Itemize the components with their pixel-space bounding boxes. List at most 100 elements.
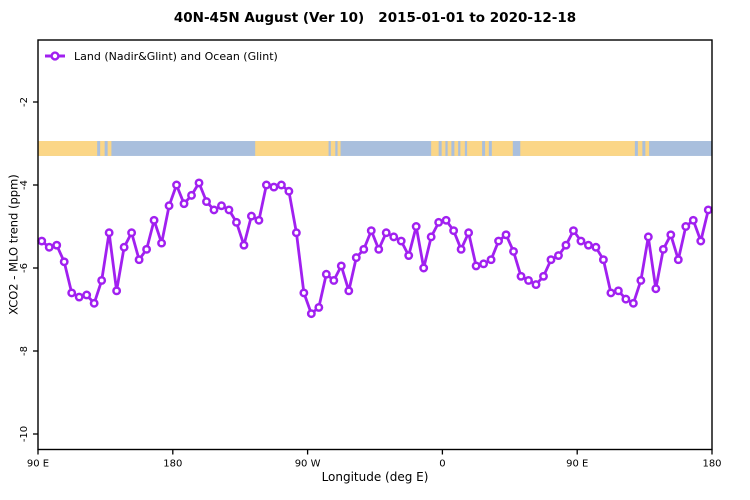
data-point [321,269,331,279]
map-band-land-segment [337,141,341,156]
map-band-land-segment [441,141,446,156]
data-point [636,276,646,285]
data-point [583,240,593,250]
data-point [598,255,608,265]
data-point [82,290,92,300]
map-band-land-segment [431,141,439,156]
legend: Land (Nadir&Glint) and Ocean (Glint) [44,48,278,64]
legend-line-marker-icon [45,51,65,61]
data-point [696,236,706,246]
y-axis-label: XCO2 - MLO trend (ppm) [6,174,21,315]
data-point [516,271,526,281]
legend-label: Land (Nadir&Glint) and Ocean (Glint) [74,49,278,63]
map-band-land-segment [637,141,643,156]
data-point [246,211,256,221]
data-point [471,261,481,271]
data-point [232,217,241,227]
map-band-land-segment [645,141,650,156]
data-point [359,244,369,254]
data-point [396,236,406,246]
data-point [531,280,541,290]
data-point [404,251,414,261]
data-point [37,236,47,246]
map-band-land-segment [520,141,635,156]
data-point [546,255,556,265]
data-point [119,242,129,252]
data-point [673,255,683,265]
data-point [344,286,354,296]
data-point [628,298,638,308]
data-point [209,205,219,215]
map-band-land-segment [491,141,513,156]
data-point [703,205,713,215]
map-band-land-segment [485,141,489,156]
data-point [127,228,137,238]
data-point [554,251,563,261]
y-tick-label: -10 [19,426,30,442]
data-point [434,217,444,227]
data-point [306,309,316,319]
x-tick-label: 0 [439,459,445,470]
data-point [419,263,429,273]
data-point [254,215,264,225]
x-tick-label: 90 E [27,459,49,470]
data-point [389,232,399,242]
data-point [299,288,309,298]
data-point [187,190,196,200]
y-tick-label: -4 [19,180,30,190]
data-point [561,240,571,250]
data-point [194,178,204,188]
data-point [269,182,279,192]
y-tick-label: -2 [19,97,30,107]
data-point [202,197,211,207]
data-point [276,180,286,190]
data-point [284,186,294,196]
frame-rect [37,39,713,451]
map-band-land-segment [460,141,465,156]
data-point [44,242,54,252]
data-point [314,302,324,312]
x-tick-label: 90 E [566,459,588,470]
data-point [59,257,69,267]
y-tick-label: -6 [19,263,30,273]
data-point [112,286,122,296]
data-point [224,205,234,215]
data-point [426,232,436,242]
data-point [606,288,616,298]
data-point [67,288,77,298]
data-point [142,244,152,254]
data-point [351,253,361,263]
data-point [651,284,661,294]
data-point [104,228,114,238]
data-point [464,228,474,238]
data-point [509,246,518,256]
data-point [164,201,174,211]
y-tick-label: -8 [19,346,30,356]
x-tick-label: 180 [163,459,182,470]
data-point [261,180,271,190]
data-point [576,236,586,246]
data-point [688,215,698,225]
map-band-land-segment [467,141,483,156]
data-point [666,230,676,240]
data-point [134,255,144,265]
plot-frame [37,39,713,451]
data-point [494,236,504,246]
x-tick-label: 90 W [295,459,321,470]
x-tick-label: 180 [702,459,721,470]
x-axis-label: Longitude (deg E) [321,470,429,484]
data-point [539,271,548,281]
data-point [486,255,496,265]
map-band-land-segment [107,141,112,156]
data-point [591,242,601,252]
data-point [658,244,668,254]
map-band-land-segment [100,141,105,156]
data-point [524,276,533,285]
data-point [291,228,301,238]
data-point [613,286,623,296]
data-point [569,226,578,236]
data-point [149,215,159,225]
map-band-land-segment [447,141,452,156]
axis-ticks: 90 E 180 90 W 0 90 E 180 -2 -4 -6 -8 -10 [19,97,722,469]
